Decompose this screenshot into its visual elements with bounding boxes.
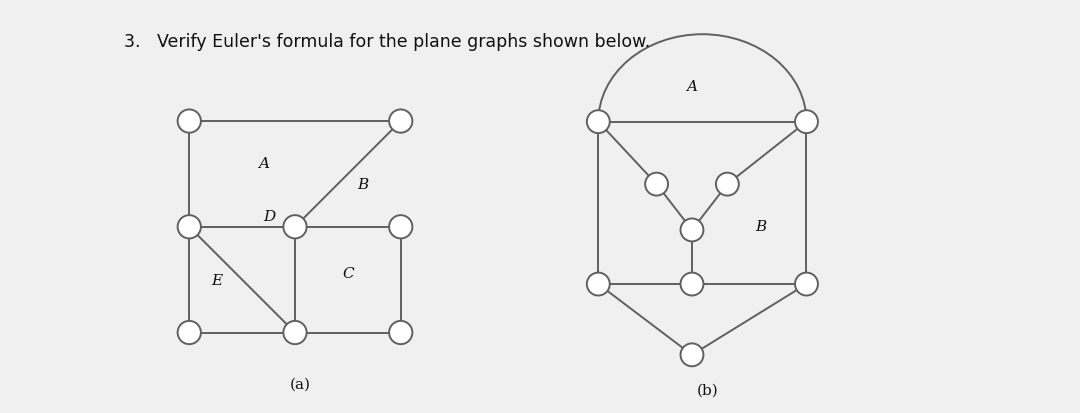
- Circle shape: [586, 273, 610, 296]
- Text: B: B: [755, 219, 767, 233]
- Text: A: A: [687, 80, 698, 94]
- Circle shape: [389, 216, 413, 239]
- Text: (b): (b): [697, 382, 718, 396]
- Circle shape: [283, 321, 307, 344]
- Circle shape: [177, 110, 201, 133]
- Text: B: B: [357, 178, 368, 192]
- Circle shape: [795, 111, 818, 134]
- Circle shape: [680, 344, 703, 366]
- Circle shape: [389, 110, 413, 133]
- Text: (a): (a): [289, 376, 311, 390]
- Circle shape: [645, 173, 669, 196]
- Circle shape: [283, 216, 307, 239]
- Circle shape: [177, 321, 201, 344]
- Circle shape: [680, 219, 703, 242]
- Circle shape: [177, 216, 201, 239]
- Circle shape: [795, 273, 818, 296]
- Circle shape: [680, 273, 703, 296]
- Circle shape: [716, 173, 739, 196]
- Circle shape: [586, 111, 610, 134]
- Circle shape: [389, 321, 413, 344]
- Text: D: D: [264, 210, 275, 224]
- Text: A: A: [258, 157, 269, 171]
- Text: 3.   Verify Euler's formula for the plane graphs shown below.: 3. Verify Euler's formula for the plane …: [124, 33, 650, 51]
- Text: C: C: [342, 267, 353, 280]
- Text: E: E: [212, 273, 222, 287]
